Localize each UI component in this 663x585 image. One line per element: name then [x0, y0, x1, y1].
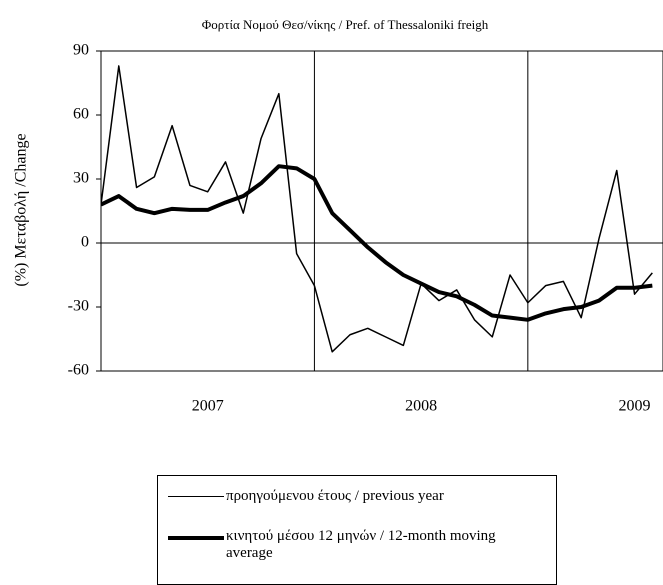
y-tick-label: 0 — [81, 234, 89, 251]
y-tick-label: 60 — [73, 106, 89, 123]
plot-frame — [100, 50, 663, 372]
legend-label: κινητού μέσου 12 μηνών / 12-month moving… — [226, 528, 496, 561]
series-line — [101, 65, 653, 353]
legend-label: προηγούμενου έτους / previous year — [226, 488, 444, 504]
chart: Φορτία Νομού Θεσ/νίκης / Pref. of Thessa… — [13, 17, 663, 415]
y-tick-label: -30 — [68, 298, 89, 315]
y-axis-label: (%) Μεταβολή /Change — [13, 133, 30, 286]
x-tick-label: 2009 — [619, 398, 651, 415]
legend-swatch — [168, 536, 224, 540]
legend: προηγούμενου έτους / previous year κινητο… — [157, 475, 557, 585]
x-tick-label: 2007 — [192, 398, 224, 415]
x-tick-label: 2008 — [405, 398, 437, 415]
y-tick-label: 90 — [73, 42, 89, 59]
y-tick-label: 30 — [73, 170, 89, 187]
legend-swatch — [168, 496, 224, 497]
chart-title: Φορτία Νομού Θεσ/νίκης / Pref. of Thessa… — [202, 17, 489, 32]
legend-item: προηγούμενου έτους / previous year — [168, 488, 548, 505]
y-tick-label: -60 — [68, 362, 89, 379]
legend-item: κινητού μέσου 12 μηνών / 12-month moving… — [168, 528, 548, 562]
series-line — [101, 164, 653, 322]
